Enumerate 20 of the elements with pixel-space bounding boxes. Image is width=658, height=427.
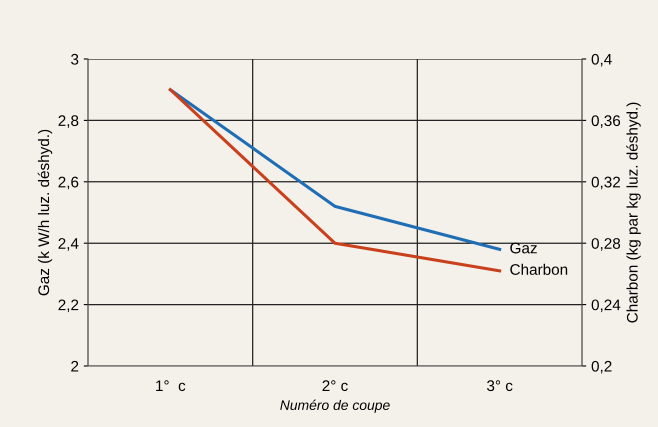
y-tick-label: 2,8 <box>58 115 78 128</box>
y2-axis-title: Charbon (kg par kg luz. déshyd.) <box>626 102 641 323</box>
x-tick-label: 3° c <box>487 380 513 392</box>
x-tick-label: 1° c <box>156 380 186 392</box>
y2-tick-label: 0,4 <box>592 54 612 66</box>
series-label: Gaz <box>510 242 537 254</box>
y2-tick-label: 0,32 <box>592 176 620 190</box>
y2-tick-label: 0,24 <box>592 299 620 312</box>
series-label: Charbon <box>510 264 568 275</box>
y-axis-title: Gaz (k W/h luz. déshyd.) <box>38 130 52 296</box>
y-tick-label: 2 <box>71 360 78 372</box>
y2-tick-label: 0,2 <box>592 360 612 374</box>
y2-tick-label: 0,36 <box>592 115 620 128</box>
y-tick-label: 3 <box>71 54 78 65</box>
y-tick-label: 2,6 <box>58 176 78 190</box>
y-tick-label: 2,2 <box>58 299 78 312</box>
x-tick-label: 2° c <box>322 380 348 392</box>
y-tick-label: 2,4 <box>58 238 79 251</box>
x-axis-title: Numéro de coupe <box>280 400 390 413</box>
y2-tick-label: 0,28 <box>592 238 620 251</box>
